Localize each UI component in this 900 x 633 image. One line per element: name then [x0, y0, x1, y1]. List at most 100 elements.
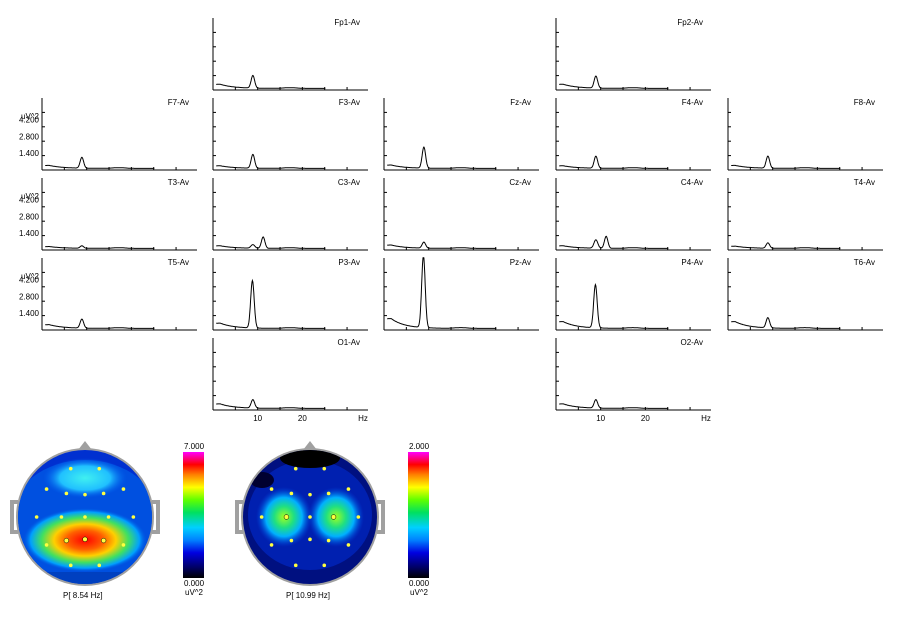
electrode-dot — [308, 515, 312, 519]
color-scale-bar-2 — [408, 452, 429, 578]
electrode-dot — [259, 515, 264, 519]
electrode-dot — [326, 538, 331, 543]
channel-label: Fp2-Av — [677, 18, 703, 27]
spectrum-line — [216, 278, 326, 329]
electrode-dot — [322, 563, 327, 568]
y-tick-label: 1.400 — [19, 229, 40, 238]
spectrum-line — [387, 257, 497, 329]
x-tick-label: 20 — [298, 414, 307, 423]
nose-marker-2 — [303, 441, 317, 450]
x-unit-label: Hz — [701, 414, 711, 423]
channel-label: F4-Av — [682, 98, 703, 107]
electrode-dot — [346, 487, 351, 491]
spectrum-line — [559, 235, 669, 249]
y-unit-label: uV^2 — [21, 112, 40, 121]
spectrum-line — [731, 155, 841, 169]
topo-map-2 — [235, 441, 385, 586]
spectrum-panel-fp1-av: Fp1-Av — [212, 18, 368, 91]
color-scale-bar-1 — [183, 452, 204, 578]
electrode-dot — [346, 543, 351, 547]
channel-label: P3-Av — [338, 258, 360, 267]
channel-label: F7-Av — [168, 98, 189, 107]
channel-label: Fz-Av — [510, 98, 531, 107]
electrode-dot — [68, 466, 73, 471]
spectrum-line — [559, 282, 669, 329]
topo-map-1 — [10, 441, 160, 586]
y-tick-label: 1.400 — [19, 149, 40, 158]
spectrum-panel-fz-av: Fz-Av — [383, 98, 539, 171]
y-unit-label: uV^2 — [21, 192, 40, 201]
spectrum-panel-f3-av: F3-Av — [212, 98, 368, 171]
electrode-dot — [293, 466, 298, 471]
spectrum-line — [45, 318, 155, 329]
electrode-dot — [293, 563, 298, 568]
electrode-dot — [83, 515, 87, 519]
spectrum-line — [387, 146, 497, 169]
y-tick-label: 4.200 — [19, 276, 40, 285]
channel-label: C3-Av — [338, 178, 360, 187]
electrode-dot — [44, 487, 49, 491]
spectrum-panel-c3-av: C3-Av — [212, 178, 368, 251]
channel-label: T5-Av — [168, 258, 189, 267]
spectrum-panel-t6-av: T6-Av — [727, 258, 883, 331]
spectrum-panel-c4-av: C4-Av — [555, 178, 711, 251]
x-tick-label: 10 — [253, 414, 262, 423]
spectrum-line — [731, 316, 841, 329]
y-tick-label: 4.200 — [19, 116, 40, 125]
ear-left-1 — [10, 500, 18, 534]
electrode-markers-2 — [259, 466, 361, 568]
spectrum-line — [216, 153, 326, 169]
spectrum-panel-pz-av: Pz-Av — [383, 257, 539, 331]
scale-unit-1: uV^2 — [185, 588, 203, 597]
channel-label: T6-Av — [854, 258, 875, 267]
spectrum-line — [216, 74, 326, 89]
channel-label: O2-Av — [680, 338, 703, 347]
electrode-dot — [68, 563, 73, 568]
electrode-dot — [269, 487, 274, 491]
electrode-dot — [101, 491, 106, 496]
electrode-dot — [121, 543, 126, 547]
channel-label: P4-Av — [681, 258, 703, 267]
electrode-dot — [83, 492, 87, 497]
spectrum-line — [216, 236, 326, 249]
scale-min-1: 0.000 — [184, 579, 205, 588]
spectrum-line — [387, 241, 497, 249]
spectrum-line — [559, 75, 669, 89]
electrode-dot — [326, 491, 331, 496]
map-caption-2: P[ 10.99 Hz] — [286, 591, 331, 600]
electrode-dot — [322, 466, 327, 471]
spectrum-line — [559, 398, 669, 409]
y-tick-label: 2.800 — [19, 212, 40, 221]
electrode-dot — [97, 466, 102, 471]
channel-label: F3-Av — [339, 98, 360, 107]
channel-label: O1-Av — [337, 338, 360, 347]
spectrum-panel-t4-av: T4-Av — [727, 178, 883, 251]
x-tick-label: 20 — [641, 414, 650, 423]
electrode-dot — [283, 514, 290, 520]
electrode-dot — [121, 487, 126, 491]
channel-label: Pz-Av — [510, 258, 531, 267]
nose-marker-1 — [78, 441, 92, 450]
electrode-dot — [97, 563, 102, 568]
channel-label: Cz-Av — [509, 178, 531, 187]
scale-min-2: 0.000 — [409, 579, 430, 588]
electrode-dot — [59, 515, 64, 519]
spectrum-panel-fp2-av: Fp2-Av — [555, 18, 711, 91]
ear-right-2 — [377, 500, 385, 534]
spectrum-panel-t3-av: T3-Av uV^24.200 2.800 1.400 — [19, 178, 197, 251]
electrode-dot — [269, 543, 274, 547]
electrode-dot — [106, 515, 111, 519]
y-tick-label: 2.800 — [19, 292, 40, 301]
spectrum-panel-p3-av: P3-Av — [212, 258, 368, 331]
electrode-dot — [289, 491, 294, 496]
ear-right-1 — [152, 500, 160, 534]
electrode-dot — [131, 515, 136, 519]
spectrum-panel-o2-av: O2-Av 10 20 Hz — [555, 338, 711, 423]
channel-label: T4-Av — [854, 178, 875, 187]
y-tick-label: 1.400 — [19, 309, 40, 318]
electrode-dot — [330, 514, 337, 520]
scale-unit-2: uV^2 — [410, 588, 428, 597]
spectrum-panel-p4-av: P4-Av — [555, 258, 711, 331]
map-caption-1: P[ 8.54 Hz] — [63, 591, 103, 600]
